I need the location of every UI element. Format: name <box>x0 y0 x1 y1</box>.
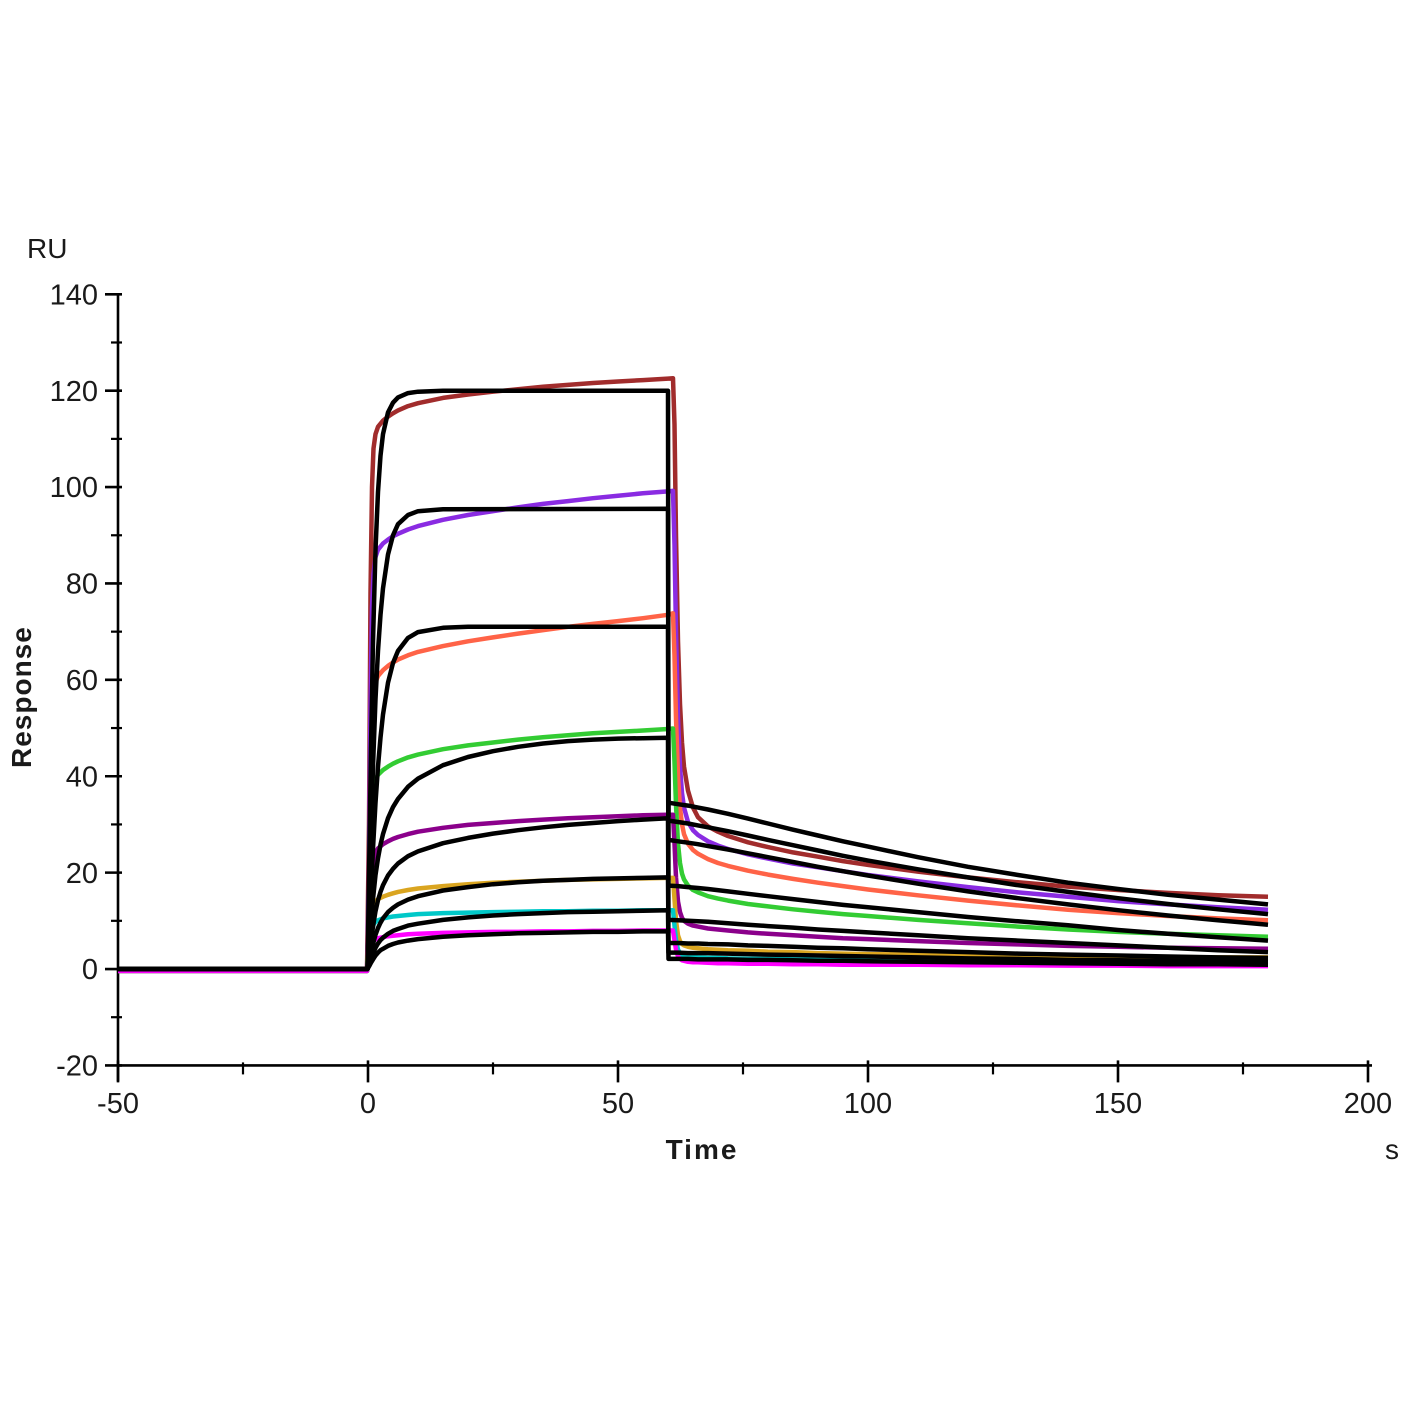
x-tick-label: 150 <box>1094 1088 1142 1120</box>
y-tick-label: 140 <box>50 279 98 311</box>
fit-2-curve <box>118 506 1269 972</box>
x-axis-title: Time <box>665 1134 739 1165</box>
fit-5-curve <box>118 815 1269 972</box>
x-tick-label: 50 <box>602 1088 634 1120</box>
x-tick-label: 100 <box>844 1088 892 1120</box>
tick-labels: -50 0 50 100 150 200 -20 0 20 40 60 80 100 120 140 <box>50 279 1393 1120</box>
trace-dark-red-curve <box>118 375 1269 974</box>
y-tick-label: 60 <box>66 665 98 697</box>
fit-7-curve <box>118 907 1269 972</box>
measured-curves <box>118 375 1269 974</box>
y-tick-label: 100 <box>50 472 98 504</box>
fit-3-curve <box>118 624 1269 972</box>
y-tick-label: 20 <box>66 858 98 890</box>
x-tick-label: 200 <box>1344 1088 1392 1120</box>
fit-6-curve <box>118 875 1269 972</box>
axes <box>105 292 1372 1083</box>
trace-coral-curve <box>118 611 1269 974</box>
x-unit-label: s <box>1385 1134 1399 1165</box>
fit-1-curve <box>118 388 1269 972</box>
trace-green-curve <box>118 726 1269 974</box>
y-tick-label: 0 <box>82 954 98 986</box>
x-tick-label: -50 <box>97 1088 139 1120</box>
fit-8-curve <box>118 929 1269 972</box>
y-axis-title: Response <box>6 626 37 768</box>
y-tick-label: 120 <box>50 376 98 408</box>
fit-4-curve <box>118 735 1269 972</box>
fit-curves <box>118 388 1269 972</box>
trace-violet-curve <box>118 488 1269 974</box>
y-tick-label: 40 <box>66 761 98 793</box>
y-tick-label: 80 <box>66 569 98 601</box>
x-tick-label: 0 <box>360 1088 376 1120</box>
y-tick-label: -20 <box>56 1051 98 1083</box>
y-unit-label: RU <box>27 233 68 264</box>
